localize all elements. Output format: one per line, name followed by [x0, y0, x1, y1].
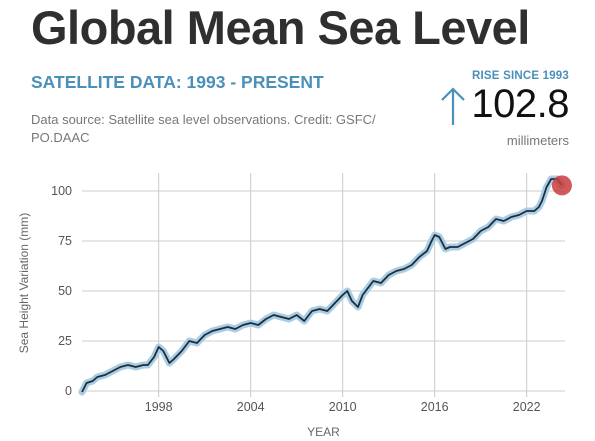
- y-tick-label-50: 50: [58, 284, 72, 298]
- y-tick-label-100: 100: [51, 184, 72, 198]
- x-tick-label-2016: 2016: [421, 400, 449, 414]
- latest-value-marker: [551, 175, 572, 196]
- y-tick-label-25: 25: [58, 334, 72, 348]
- x-tick-label-2004: 2004: [237, 400, 265, 414]
- y-tick-label-75: 75: [58, 234, 72, 248]
- kpi-value: 102.8: [471, 82, 569, 126]
- kpi-unit: millimeters: [506, 133, 569, 148]
- chart-subtitle: SATELLITE DATA: 1993 - PRESENT: [31, 72, 324, 92]
- x-tick-label-2010: 2010: [329, 400, 357, 414]
- page-title: Global Mean Sea Level: [31, 1, 530, 54]
- kpi-label: RISE SINCE 1993: [472, 70, 569, 82]
- x-tick-label-1998: 1998: [145, 400, 173, 414]
- series-line-layer: [81, 178, 563, 393]
- x-tick-label-2022: 2022: [513, 400, 541, 414]
- arrow-up-icon: [441, 87, 465, 125]
- data-source-note: Data source: Satellite sea level observa…: [31, 112, 376, 145]
- x-axis-label: YEAR: [307, 425, 340, 439]
- y-axis-label: Sea Height Variation (mm): [17, 213, 31, 354]
- uncertainty-band: [78, 175, 566, 396]
- marker-layer: [551, 175, 572, 196]
- grid-layer: [82, 173, 565, 397]
- y-tick-label-0: 0: [65, 384, 72, 398]
- y-tick-layer: 0 25 50 75 100: [51, 184, 72, 398]
- sea-level-chart: 0 25 50 75 100 1998 2004 2010 2016 2022 Sea Heig…: [17, 173, 572, 439]
- uncertainty-band-layer: [78, 175, 566, 396]
- x-tick-layer: 1998 2004 2010 2016 2022: [145, 400, 541, 414]
- series-line: [81, 178, 563, 393]
